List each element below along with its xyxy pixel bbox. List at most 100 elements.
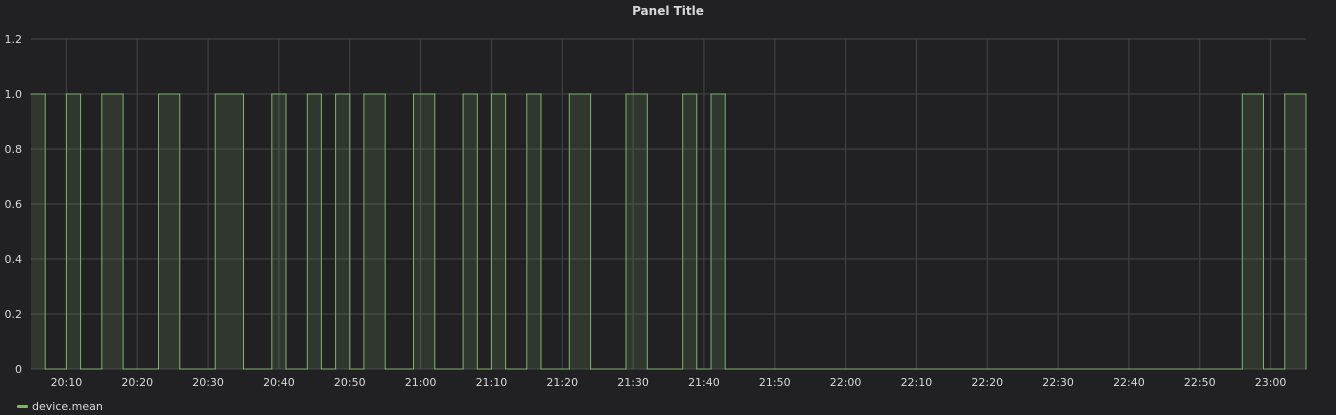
data-point	[335, 368, 337, 370]
data-point	[568, 93, 570, 95]
data-point	[384, 368, 386, 370]
x-tick-label: 20:10	[51, 376, 83, 389]
x-tick-label: 20:40	[263, 376, 295, 389]
data-point	[179, 93, 181, 95]
data-point	[476, 368, 478, 370]
data-point	[384, 93, 386, 95]
x-tick-label: 22:40	[1113, 376, 1145, 389]
y-tick-label: 0.8	[5, 143, 23, 156]
x-tick-label: 22:50	[1184, 376, 1216, 389]
y-tick-label: 0.4	[5, 253, 23, 266]
data-point	[590, 368, 592, 370]
data-point	[335, 93, 337, 95]
data-point	[590, 93, 592, 95]
data-point	[285, 368, 287, 370]
data-point	[625, 93, 627, 95]
data-point	[157, 93, 160, 95]
data-point	[1284, 368, 1286, 370]
data-point	[505, 93, 507, 95]
legend-label[interactable]: device.mean	[32, 399, 103, 413]
y-tick-label: 1.2	[5, 33, 23, 46]
data-point	[320, 93, 322, 95]
x-tick-label: 21:00	[405, 376, 437, 389]
data-point	[625, 368, 627, 370]
data-point	[44, 368, 46, 370]
data-point	[1241, 368, 1243, 370]
data-point	[349, 368, 351, 370]
data-point	[122, 368, 124, 370]
data-point	[285, 93, 287, 95]
data-point	[1305, 368, 1307, 370]
data-point	[65, 368, 67, 370]
data-point	[696, 93, 698, 95]
data-point	[540, 368, 542, 370]
data-point	[157, 368, 160, 370]
data-point	[646, 93, 648, 95]
x-tick-label: 21:40	[688, 376, 720, 389]
data-point	[306, 368, 308, 370]
y-axis: 0 0.2 0.4 0.6 0.8 1.0 1.2	[5, 33, 23, 376]
data-point	[271, 368, 273, 370]
data-point	[490, 93, 492, 95]
data-point	[80, 93, 82, 95]
x-tick-label: 22:20	[971, 376, 1003, 389]
data-point	[1284, 93, 1286, 95]
data-point	[80, 368, 82, 370]
x-tick-label: 23:00	[1255, 376, 1287, 389]
data-point	[30, 93, 32, 95]
data-point	[476, 93, 478, 95]
series-layer	[30, 93, 1307, 370]
data-point	[1305, 93, 1307, 95]
data-point	[65, 93, 67, 95]
data-point	[214, 93, 216, 95]
data-point	[646, 368, 648, 370]
data-point	[179, 368, 181, 370]
data-point	[412, 368, 415, 370]
legend: device.mean	[17, 399, 103, 413]
y-tick-label: 0.2	[5, 308, 23, 321]
data-point	[724, 368, 726, 370]
x-tick-label: 21:20	[546, 376, 578, 389]
data-point	[434, 368, 436, 370]
data-point	[349, 93, 351, 95]
x-tick-label: 21:10	[476, 376, 508, 389]
data-point	[306, 93, 308, 95]
x-axis: 20:10 20:20 20:30 20:40 20:50 21:00 21:10 21:20…	[51, 376, 1287, 389]
data-point	[44, 93, 46, 95]
data-point	[696, 368, 698, 370]
data-point	[724, 93, 726, 95]
data-point	[101, 368, 103, 370]
y-tick-label: 0.6	[5, 198, 23, 211]
data-point	[526, 368, 528, 370]
data-point	[682, 368, 684, 370]
data-point	[101, 93, 103, 95]
data-point	[434, 93, 436, 95]
data-point	[710, 93, 712, 95]
data-point	[363, 93, 365, 95]
data-point	[214, 368, 216, 370]
x-tick-label: 22:00	[830, 376, 862, 389]
data-point	[320, 368, 322, 370]
data-point	[540, 93, 542, 95]
data-point	[462, 368, 464, 370]
data-point	[122, 93, 124, 95]
data-point	[1262, 93, 1265, 95]
data-point	[242, 368, 245, 370]
legend-swatch	[17, 404, 28, 408]
data-point	[505, 368, 507, 370]
x-tick-label: 20:50	[334, 376, 366, 389]
data-point	[1262, 368, 1265, 370]
data-point	[271, 93, 273, 95]
series-area	[31, 94, 1306, 369]
data-point	[242, 93, 245, 95]
x-tick-label: 22:10	[901, 376, 933, 389]
data-point	[682, 93, 684, 95]
panel-title: Panel Title	[632, 4, 704, 18]
y-tick-label: 1.0	[5, 88, 23, 101]
x-tick-label: 21:30	[617, 376, 649, 389]
data-point	[1241, 93, 1243, 95]
data-point	[490, 368, 492, 370]
data-point	[412, 93, 415, 95]
